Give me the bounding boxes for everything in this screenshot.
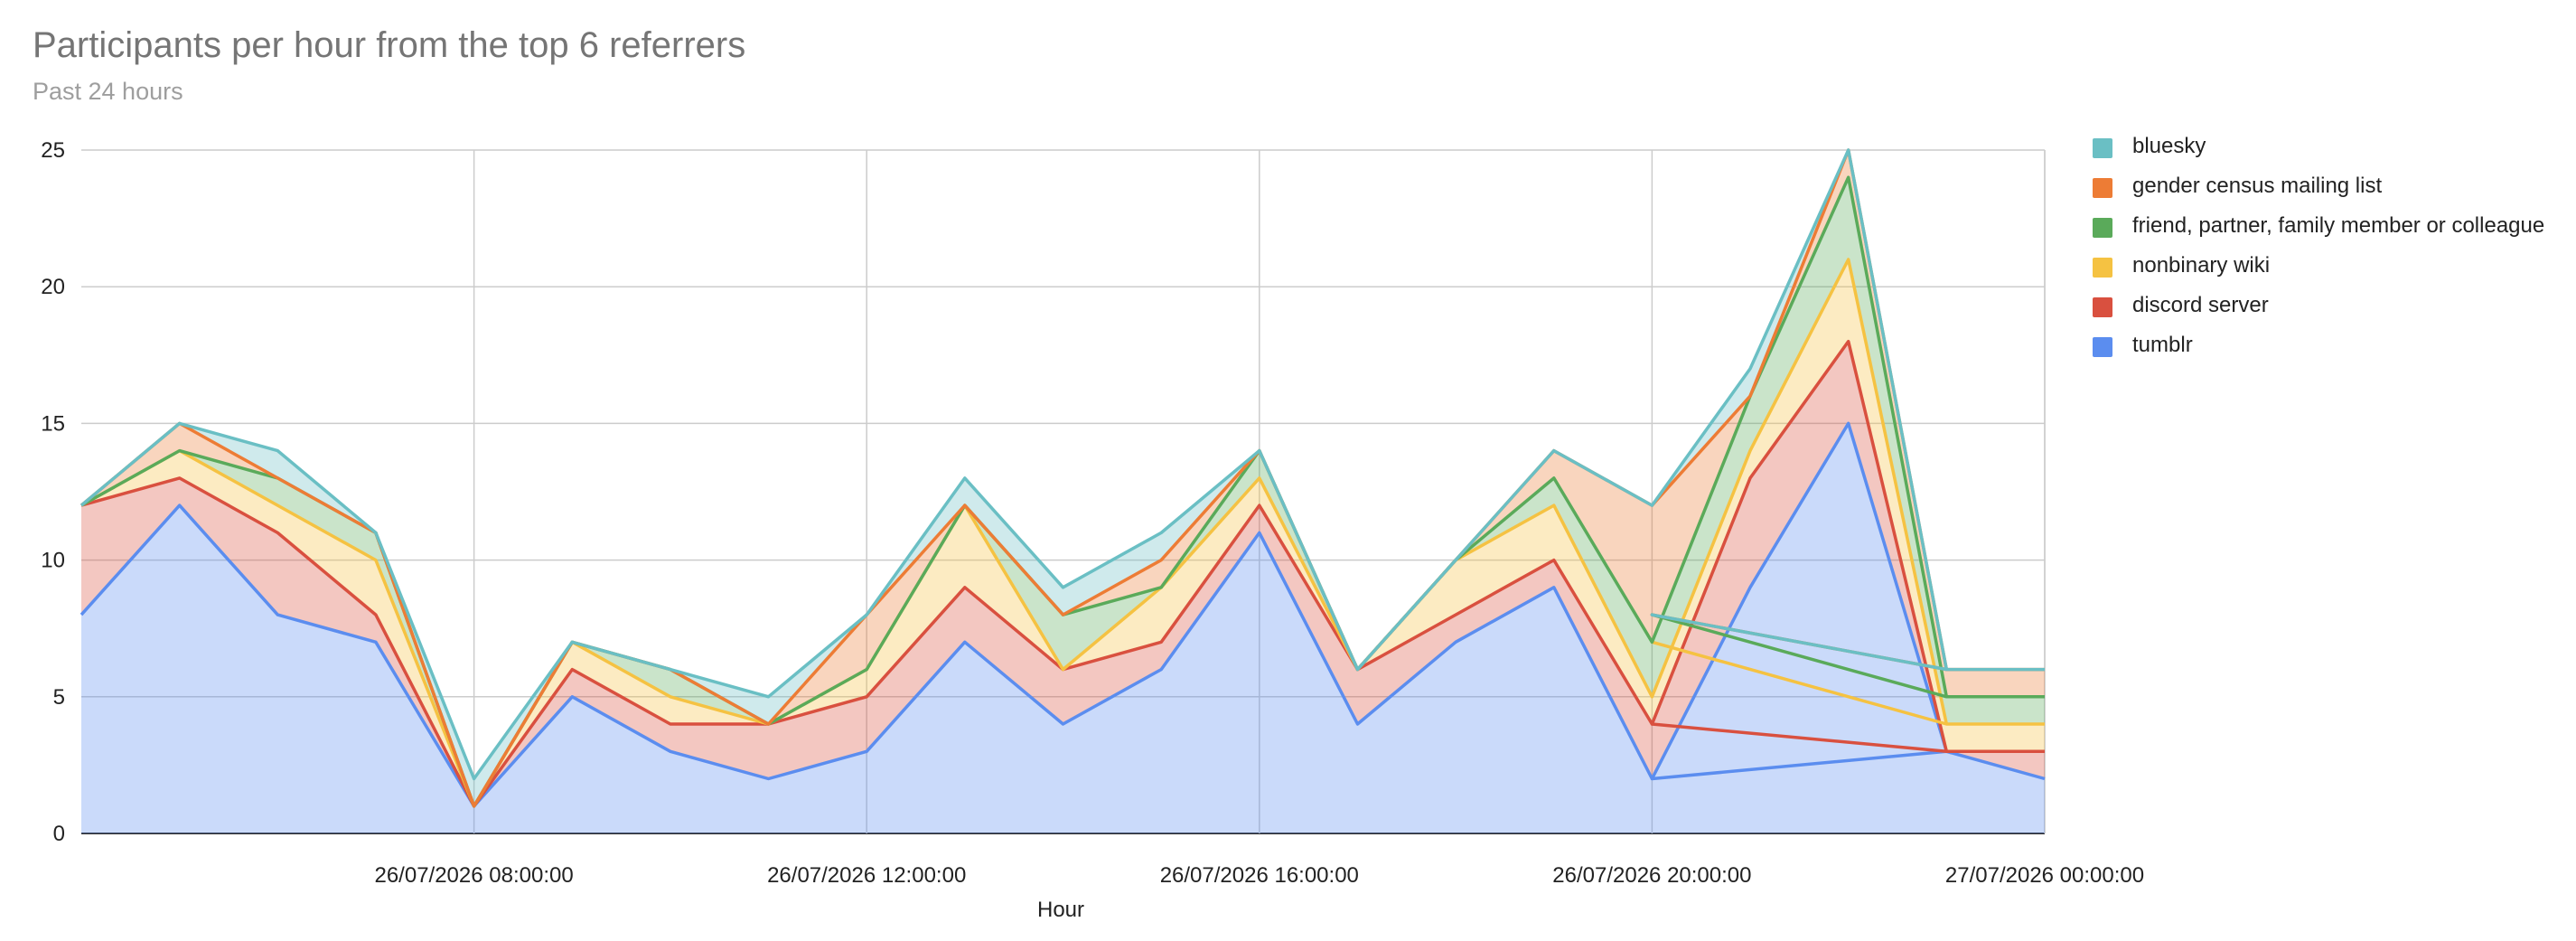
legend-label: tumblr [2132, 333, 2193, 357]
y-tick-label: 0 [53, 822, 65, 846]
x-axis-title: Hour [1037, 898, 1084, 922]
y-tick-label: 15 [41, 411, 65, 436]
area-tumblr [81, 423, 2045, 833]
x-tick-label: 26/07/2026 16:00:00 [1160, 863, 1359, 888]
y-tick-label: 25 [41, 138, 65, 163]
area-discord-server [81, 341, 2045, 806]
line-bluesky [80, 148, 2045, 781]
legend-swatch [2093, 258, 2112, 278]
legend-label: bluesky [2132, 134, 2206, 158]
line-tumblr [80, 421, 2046, 808]
area-friend-partner-family-member-or-colleague [81, 177, 2045, 806]
legend-label: nonbinary wiki [2132, 253, 2271, 278]
chart-subtitle: Past 24 hours [33, 78, 183, 105]
legend-swatch [2093, 138, 2112, 158]
x-tick-label: 26/07/2026 08:00:00 [374, 863, 573, 888]
legend-label: friend, partner, family member or collea… [2132, 213, 2545, 238]
x-tick-label: 26/07/2026 12:00:00 [767, 863, 966, 888]
chart-title: Participants per hour from the top 6 ref… [33, 25, 746, 65]
legend-swatch [2093, 218, 2112, 238]
legend-label: discord server [2132, 293, 2269, 317]
y-tick-label: 10 [41, 549, 65, 573]
legend-swatch [2093, 178, 2112, 198]
legend-swatch [2093, 297, 2112, 317]
legend-label: gender census mailing list [2132, 174, 2383, 198]
legend-swatch [2093, 337, 2112, 357]
line-discord-server [80, 339, 2045, 808]
x-tick-label: 27/07/2026 00:00:00 [1945, 863, 2144, 888]
y-tick-label: 5 [53, 685, 65, 710]
y-tick-label: 20 [41, 275, 65, 299]
x-tick-label: 26/07/2026 20:00:00 [1552, 863, 1751, 888]
